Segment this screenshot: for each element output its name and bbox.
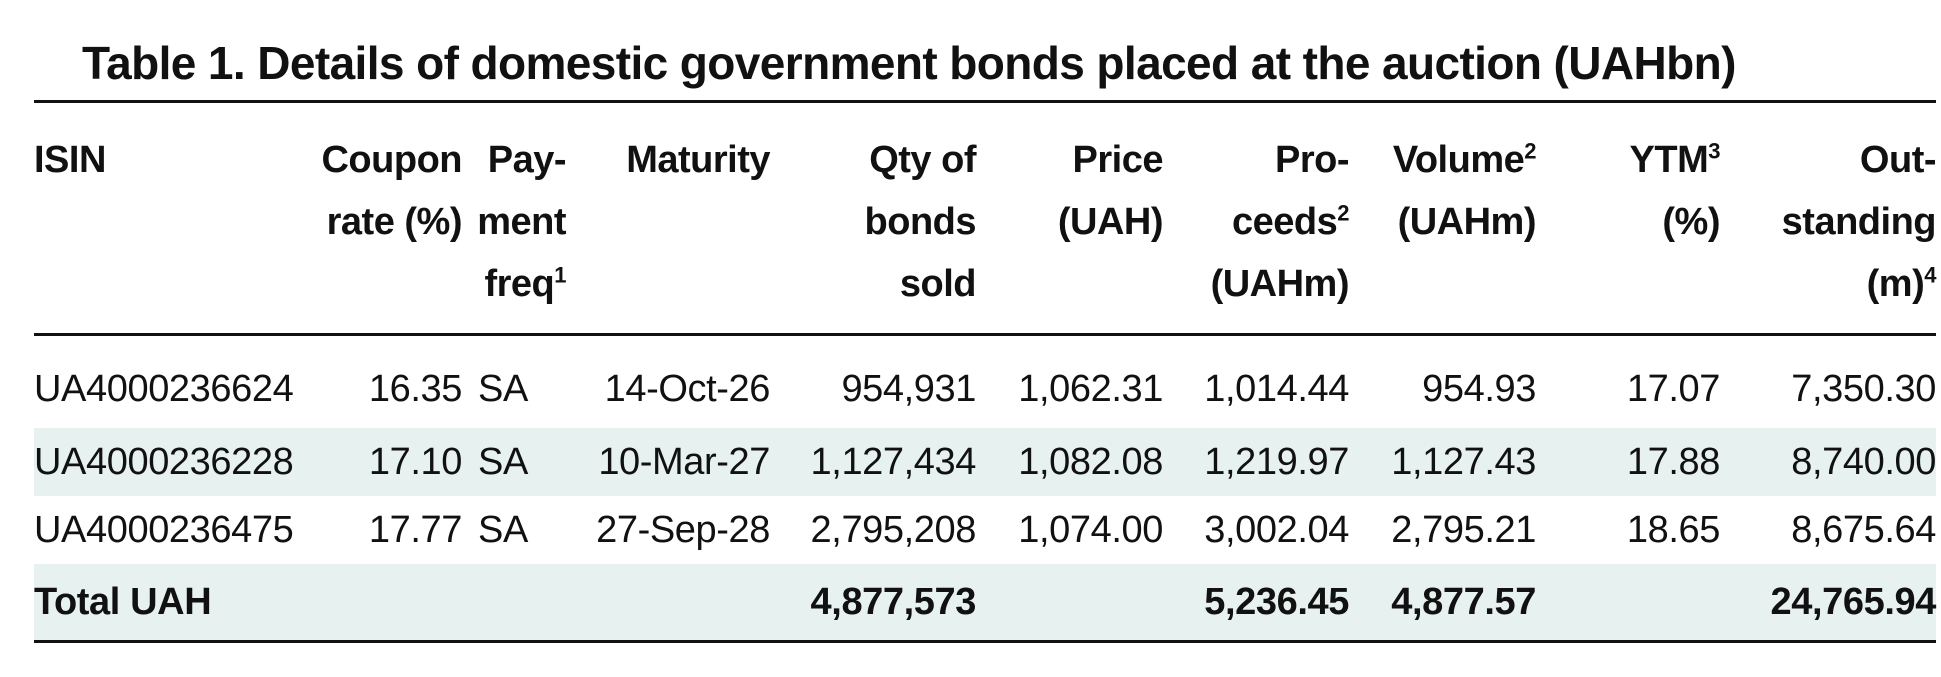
cell-outstanding: 8,740.00 [1720,428,1936,496]
header-ytm: YTM3 (%) [1629,138,1721,243]
cell-isin: UA4000236475 [34,508,294,551]
cell-qty: 2,795,208 [810,508,977,551]
total-row: Total UAH 4,877,573 5,236.45 4,877.57 24… [34,564,1936,640]
cell-maturity: 14-Oct-26 [604,367,771,410]
cell-isin: UA4000236228 [34,428,296,496]
table-row: UA4000236228 17.10 SA 10-Mar-27 1,127,43… [34,428,1936,496]
header-maturity: Maturity [626,139,770,181]
total-label: Total UAH [34,564,462,640]
cell-proceeds: 3,002.04 [1204,508,1349,551]
cell-proceeds: 1,219.97 [1163,428,1349,496]
cell-isin: UA4000236624 [34,367,294,410]
cell-payment: SA [462,428,566,496]
cell-coupon: 16.35 [368,367,462,410]
header-qty: Qty of bonds sold [864,139,977,305]
cell-coupon: 17.10 [296,428,462,496]
table-row: UA4000236475 17.77 SA 27-Sep-28 2,795,20… [34,496,1936,564]
header-payment-freq: Pay- ment freq1 [477,139,566,305]
header-proceeds: Pro- ceeds2 (UAHm) [1210,139,1350,305]
cell-price: 1,082.08 [976,428,1163,496]
cell-outstanding: 8,675.64 [1791,508,1936,551]
total-volume: 4,877.57 [1349,564,1536,640]
bonds-table: ISIN Coupon rate (%) Pay- ment freq1 Mat… [34,103,1937,640]
cell-volume: 1,127.43 [1349,428,1536,496]
header-row: ISIN Coupon rate (%) Pay- ment freq1 Mat… [34,103,1937,335]
total-proceeds: 5,236.45 [1163,564,1349,640]
total-qty: 4,877,573 [770,564,976,640]
top-rule [34,100,1936,103]
header-volume: Volume2 (UAHm) [1392,138,1537,243]
cell-payment: SA [478,508,528,551]
cell-ytm: 18.65 [1626,508,1720,551]
footnote-marker: 2 [1524,138,1536,164]
footnote-marker: 3 [1708,138,1720,164]
cell-price: 1,062.31 [1018,367,1163,410]
cell-qty: 1,127,434 [770,428,976,496]
table-container: Table 1. Details of domestic government … [34,28,1937,643]
cell-volume: 954.93 [1422,367,1536,410]
cell-ytm: 17.88 [1536,428,1720,496]
footnote-marker: 4 [1924,262,1936,288]
cell-maturity: 27-Sep-28 [596,508,770,551]
cell-payment: SA [478,367,528,410]
header-price: Price (UAH) [1057,139,1164,243]
footnote-marker: 2 [1337,200,1349,226]
header-isin: ISIN [34,139,106,181]
cell-volume: 2,795.21 [1391,508,1536,551]
bottom-rule [34,640,1936,643]
header-coupon: Coupon rate (%) [321,139,462,243]
cell-proceeds: 1,014.44 [1204,367,1349,410]
table-title: Table 1. Details of domestic government … [82,37,1736,89]
cell-outstanding: 7,350.30 [1791,367,1936,410]
total-outstanding: 24,765.94 [1720,564,1936,640]
cell-ytm: 17.07 [1626,367,1720,410]
cell-price: 1,074.00 [1018,508,1163,551]
cell-coupon: 17.77 [368,508,462,551]
cell-maturity: 10-Mar-27 [566,428,770,496]
cell-qty: 954,931 [841,367,976,410]
footnote-marker: 1 [554,262,566,288]
table-row: UA4000236624 16.35 SA 14-Oct-26 954,931 … [34,335,1936,429]
header-outstanding: Out- standing (m)4 [1781,139,1937,305]
